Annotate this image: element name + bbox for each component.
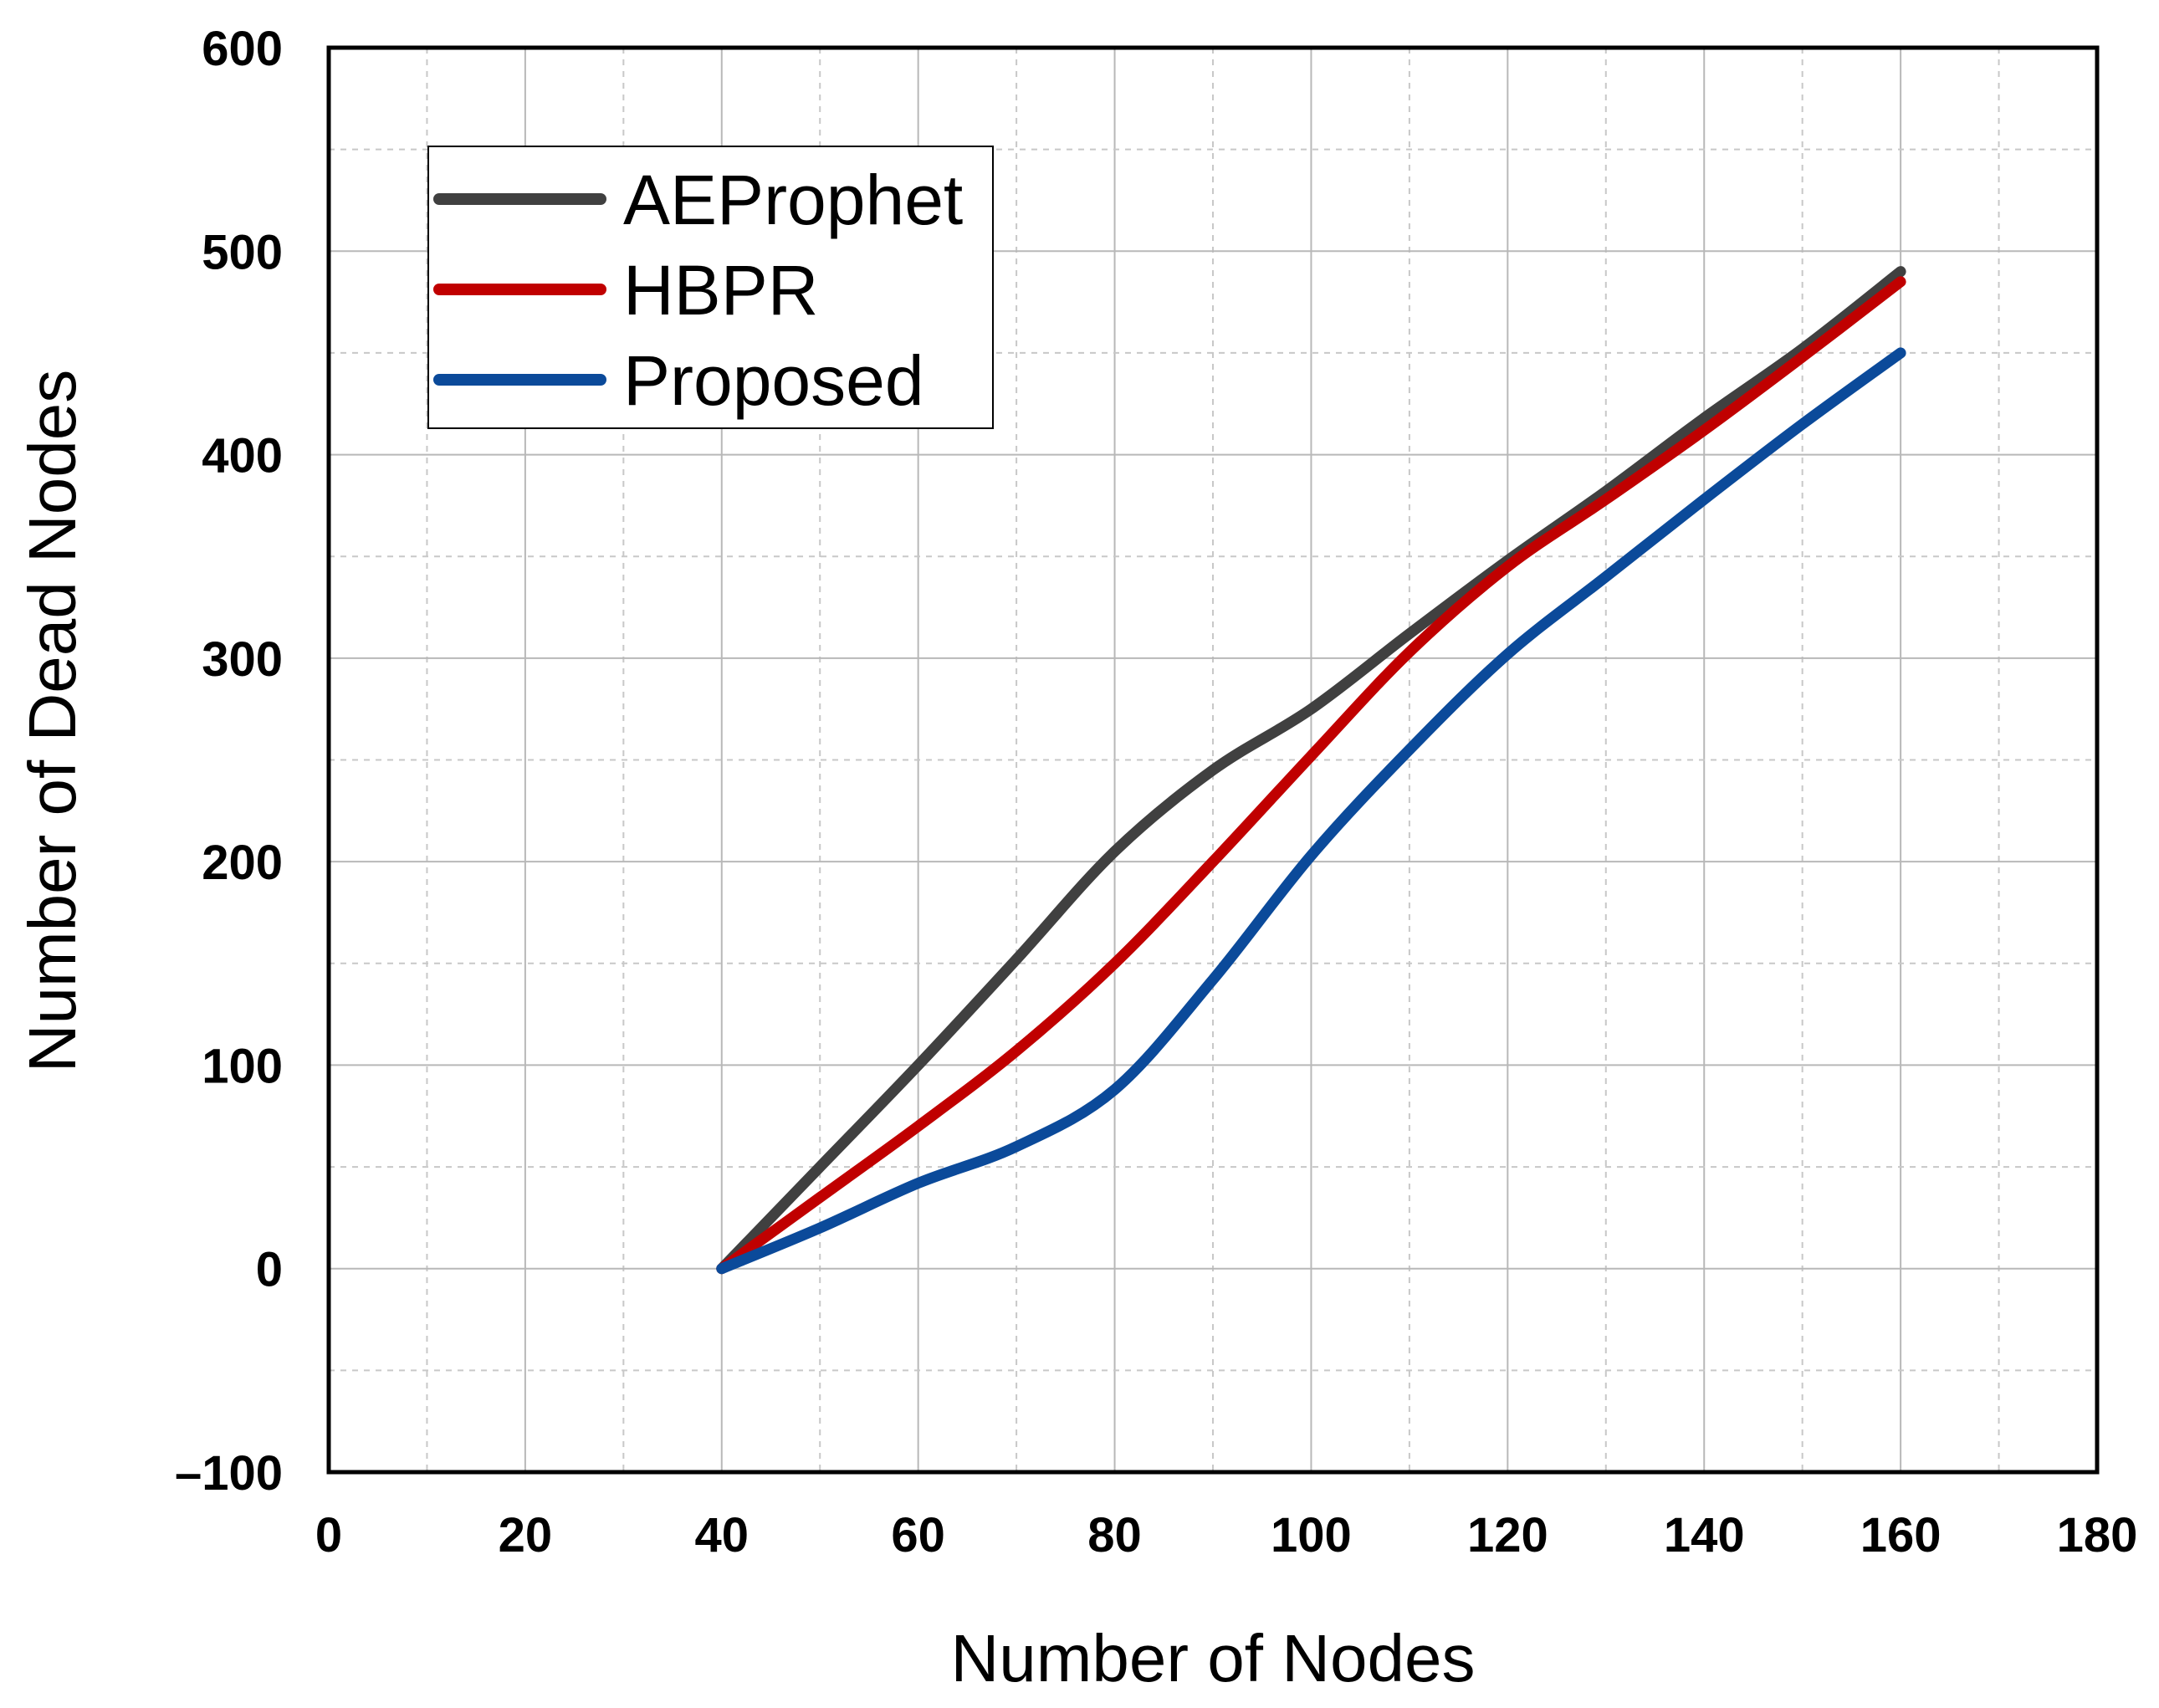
- y-tick-label: –100: [175, 1446, 283, 1501]
- series-line-hbpr: [716, 276, 1906, 1275]
- x-tick-label: 160: [1860, 1508, 1942, 1562]
- y-tick-label: 600: [202, 22, 283, 76]
- series-line-proposed: [716, 347, 1906, 1275]
- x-tick-label: 60: [891, 1508, 945, 1562]
- y-tick-label: 0: [256, 1243, 283, 1297]
- y-tick-label: 300: [202, 632, 283, 687]
- legend-label: HBPR: [623, 251, 818, 330]
- series-line-aeprophet: [716, 266, 1906, 1275]
- x-axis-label: Number of Nodes: [951, 1621, 1476, 1695]
- y-tick-label: 400: [202, 429, 283, 483]
- series-lines: [716, 266, 1906, 1275]
- y-axis-ticks: –100 0 100 200 300 400 500 600: [175, 22, 283, 1501]
- y-axis-label: Number of Dead Nodes: [15, 370, 90, 1072]
- y-tick-label: 500: [202, 225, 283, 279]
- x-tick-label: 100: [1271, 1508, 1352, 1562]
- y-tick-label: 100: [202, 1039, 283, 1093]
- x-tick-label: 140: [1664, 1508, 1745, 1562]
- x-tick-label: 0: [315, 1508, 342, 1562]
- x-tick-label: 80: [1087, 1508, 1142, 1562]
- x-tick-label: 180: [2057, 1508, 2138, 1562]
- plot-frame: [326, 45, 2100, 1475]
- x-axis-ticks: 0 20 40 60 80 100 120 140 160 180: [315, 1508, 2138, 1562]
- legend-label: AEProphet: [623, 161, 963, 239]
- legend-label: Proposed: [623, 341, 924, 420]
- x-tick-label: 20: [499, 1508, 553, 1562]
- x-tick-label: 120: [1467, 1508, 1548, 1562]
- y-tick-label: 200: [202, 836, 283, 890]
- legend: AEProphet HBPR Proposed: [427, 146, 994, 429]
- x-tick-label: 40: [695, 1508, 750, 1562]
